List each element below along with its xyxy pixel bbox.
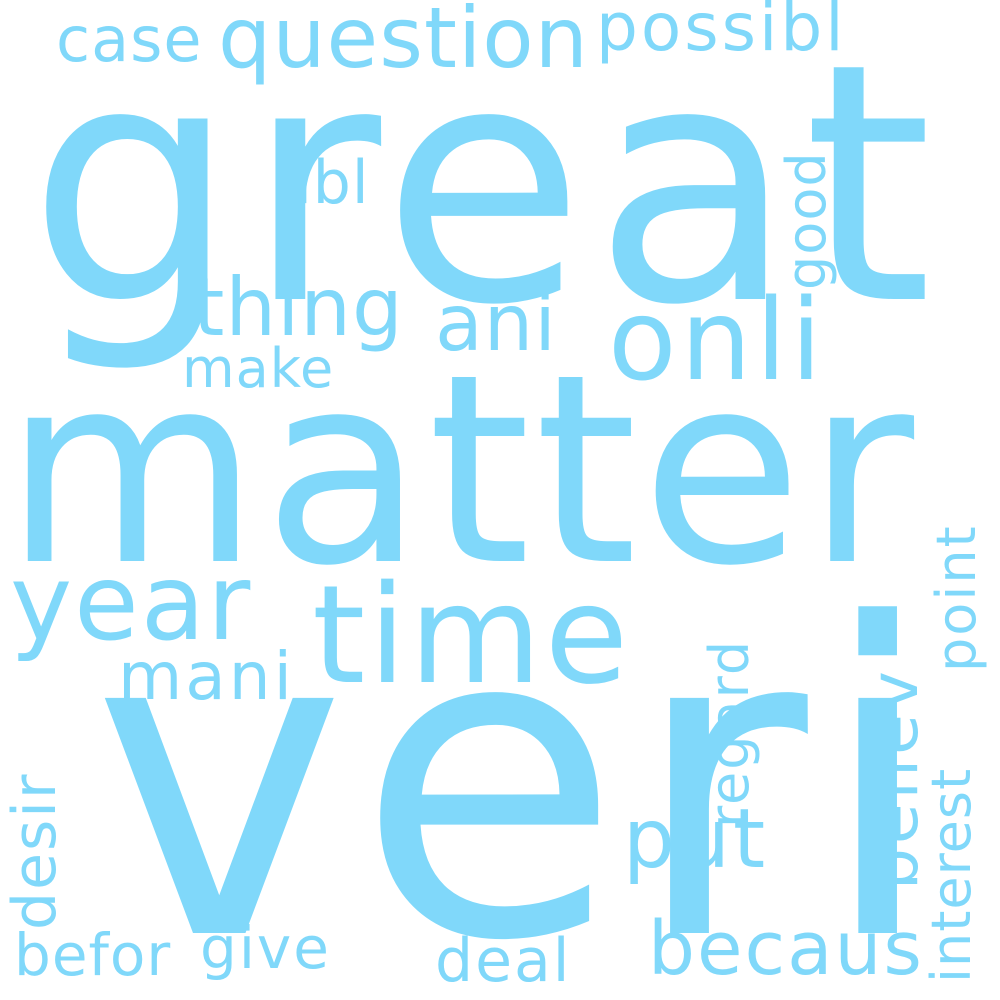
word-interest: interest xyxy=(920,767,983,983)
word-point: point xyxy=(925,524,988,672)
word-veri: veri xyxy=(92,535,948,1000)
word-put: put xyxy=(623,792,769,887)
word-matter: matter xyxy=(4,318,919,623)
word-make: make xyxy=(182,337,335,400)
word-deal: deal xyxy=(435,926,572,996)
word-befor: befor xyxy=(14,921,172,989)
word-believ: believ xyxy=(856,667,933,890)
word-onli: onli xyxy=(608,276,826,406)
word-ani: ani xyxy=(435,279,557,369)
word-give: give xyxy=(200,914,331,982)
word-year: year xyxy=(10,542,253,664)
word-time: time xyxy=(312,557,632,715)
word-question: question xyxy=(218,0,589,87)
word-desir: desir xyxy=(0,772,70,930)
word-possibl: possibl xyxy=(596,0,847,66)
word-case: case xyxy=(56,3,203,76)
word-mani: mani xyxy=(118,638,295,715)
word-great: great xyxy=(28,0,941,377)
word-becaus: becaus xyxy=(648,906,924,992)
word-abl: abl xyxy=(275,148,370,218)
word-thing: thing xyxy=(193,261,404,354)
word-good: good xyxy=(775,151,838,290)
